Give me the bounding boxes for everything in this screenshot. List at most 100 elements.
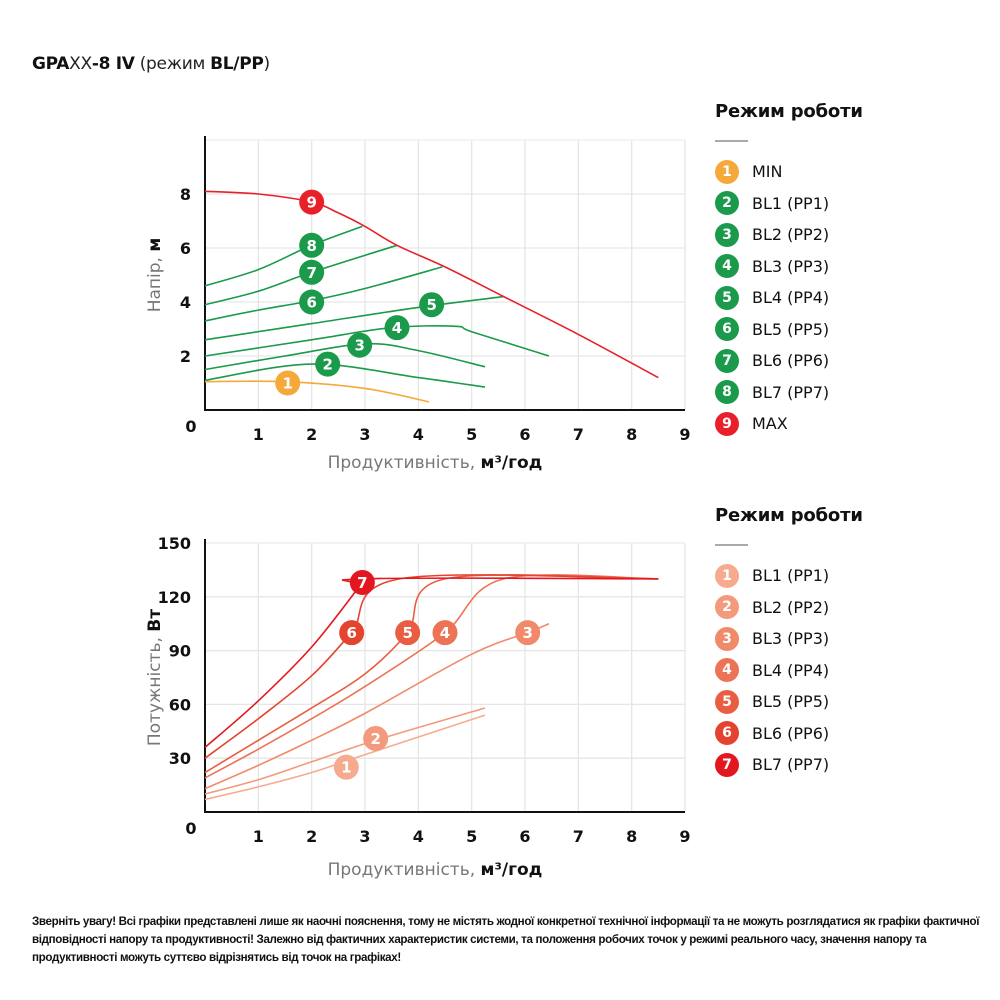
title-series: XX — [69, 54, 92, 74]
x-tick-label: 5 — [466, 425, 477, 444]
y-axis-label: Напір, м — [145, 238, 165, 313]
series-line-7 — [204, 577, 659, 749]
series-marker-5 — [395, 620, 421, 646]
series-marker-9 — [299, 189, 325, 215]
legend-item: 6 BL5 (PP5) — [715, 314, 863, 346]
legend-label: BL4 (PP4) — [752, 288, 830, 308]
legend-item: 5 BL5 (PP5) — [715, 686, 863, 718]
series-marker-label: 6 — [306, 294, 316, 312]
series-marker-label: 3 — [354, 337, 364, 355]
series-marker-6 — [299, 289, 325, 315]
series-marker-label: 5 — [426, 296, 436, 314]
legend-divider — [715, 140, 748, 142]
legend-item: 3 BL3 (PP3) — [715, 623, 863, 655]
x-axis-unit: м³/год — [481, 453, 543, 473]
legend-marker: 3 — [715, 626, 739, 651]
legend-item: 6 BL6 (PP6) — [715, 718, 863, 750]
x-tick-label: 6 — [519, 827, 530, 846]
legend-label: BL3 (PP3) — [752, 256, 830, 276]
series-line-7 — [204, 244, 398, 306]
series-marker-label: 3 — [522, 624, 532, 642]
x-tick-label: 2 — [306, 827, 317, 846]
series-marker-7 — [349, 569, 375, 595]
power-chart: 0 1 2 3 4 5 6 7 8 9 30 60 90 120 150 Продуктивність, м³… — [145, 534, 691, 880]
series-marker-label: 4 — [392, 319, 402, 337]
y-axis-label-text: Потужність, — [145, 632, 165, 746]
x-tick-label: 6 — [519, 425, 530, 444]
legend-marker: 3 — [715, 222, 739, 247]
legend-item: 4 BL4 (PP4) — [715, 655, 863, 687]
y-tick-label: 60 — [169, 695, 191, 714]
legend-item: 1 MIN — [715, 156, 863, 188]
series-marker-label: 9 — [306, 194, 316, 212]
legend-label: MAX — [752, 414, 788, 434]
series-marker-5 — [419, 292, 445, 318]
x-tick-label: 9 — [679, 827, 690, 846]
series-line-4 — [204, 325, 550, 357]
x-tick-label: 2 — [306, 425, 317, 444]
legend-item: 1 BL1 (PP1) — [715, 560, 863, 592]
series-line-9 — [204, 190, 659, 379]
y-tick-label: 90 — [169, 642, 191, 661]
legend-marker: 7 — [715, 348, 739, 373]
title-brand: GPA — [32, 54, 70, 74]
series-marker-4 — [384, 315, 410, 341]
legend-item: 9 MAX — [715, 408, 863, 440]
legend-marker: 6 — [715, 721, 739, 746]
x-axis-label: Продуктивність, м³/год — [328, 860, 543, 880]
series-marker-3 — [515, 620, 541, 646]
series-marker-label: 7 — [306, 264, 316, 282]
title-mode: BL/PP — [210, 54, 264, 74]
series-line-5 — [204, 295, 504, 341]
x-tick-label: 7 — [573, 425, 584, 444]
y-tick-label: 2 — [180, 347, 191, 366]
legend-label: BL1 (PP1) — [752, 566, 830, 586]
legend-item: 4 BL3 (PP3) — [715, 251, 863, 283]
x-tick-label: 0 — [185, 819, 196, 838]
legend-marker: 5 — [715, 285, 739, 310]
legend-label: BL6 (PP6) — [752, 723, 830, 743]
legend-marker: 9 — [715, 411, 739, 436]
series-marker-3 — [347, 332, 373, 358]
head-legend: Режим роботи 1 MIN 2 BL1 (PP1) 3 BL2 (PP2) 4 BL… — [715, 101, 863, 440]
legend-label: BL6 (PP6) — [752, 351, 830, 371]
legend-label: BL2 (PP2) — [752, 225, 830, 245]
legend-title: Режим роботи — [715, 101, 863, 122]
y-tick-label: 4 — [180, 293, 191, 312]
x-tick-label: 0 — [185, 417, 196, 436]
legend-marker: 6 — [715, 317, 739, 342]
series-marker-label: 4 — [440, 624, 450, 642]
page-title: GPAXX-8 IV (режим BL/PP) — [32, 54, 270, 74]
series-marker-label: 1 — [341, 759, 351, 777]
series-marker-7 — [299, 259, 325, 285]
series-marker-1 — [275, 370, 301, 396]
legend-marker: 4 — [715, 254, 739, 279]
y-tick-label: 8 — [180, 185, 191, 204]
legend-marker: 8 — [715, 380, 739, 405]
legend-label: BL7 (PP7) — [752, 382, 830, 402]
series-marker-1 — [333, 754, 359, 780]
series-marker-label: 2 — [322, 356, 332, 374]
x-axis-label-text: Продуктивність, — [328, 453, 481, 473]
legend-label: BL1 (PP1) — [752, 193, 830, 213]
series-line-5 — [204, 574, 659, 774]
x-axis-unit: м³/год — [481, 860, 543, 880]
legend-marker: 4 — [715, 658, 739, 683]
legend-marker: 1 — [715, 563, 739, 588]
series-marker-6 — [339, 620, 365, 646]
x-axis-label: Продуктивність, м³/год — [328, 453, 543, 473]
x-tick-label: 1 — [253, 827, 264, 846]
series-marker-label: 2 — [370, 730, 380, 748]
y-axis-label: Потужність, Вт — [145, 609, 165, 746]
series-line-1 — [204, 380, 430, 403]
legend-item: 2 BL2 (PP2) — [715, 592, 863, 624]
legend-label: BL2 (PP2) — [752, 597, 830, 617]
legend-marker: 7 — [715, 752, 739, 777]
series-marker-2 — [363, 725, 389, 751]
x-tick-label: 1 — [253, 425, 264, 444]
legend-label: BL3 (PP3) — [752, 629, 830, 649]
legend-label: BL4 (PP4) — [752, 660, 830, 680]
x-tick-label: 8 — [626, 425, 637, 444]
x-tick-label: 4 — [413, 827, 424, 846]
